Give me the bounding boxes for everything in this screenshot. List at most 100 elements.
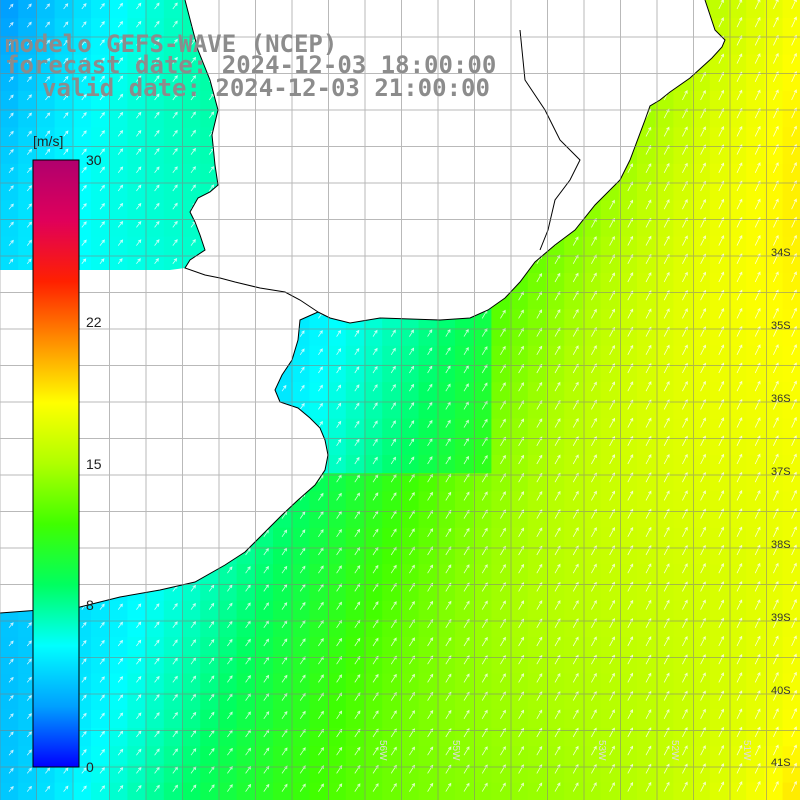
wind-arrow bbox=[682, 308, 688, 319]
wind-speed-cell bbox=[709, 364, 729, 383]
wind-speed-cell bbox=[637, 509, 656, 529]
wind-speed-cell bbox=[691, 109, 711, 128]
wind-speed-cell bbox=[218, 637, 238, 656]
wind-arrow bbox=[227, 584, 233, 592]
wind-speed-cell bbox=[364, 655, 383, 674]
wind-speed-cell bbox=[691, 764, 711, 784]
wind-arrow bbox=[190, 184, 196, 192]
wind-arrow bbox=[26, 658, 32, 665]
wind-speed-cell bbox=[618, 527, 638, 547]
wind-speed-cell bbox=[436, 382, 456, 401]
wind-speed-cell bbox=[18, 637, 37, 656]
wind-arrow bbox=[791, 471, 797, 483]
wind-speed-cell bbox=[618, 546, 638, 565]
wind-speed-cell bbox=[473, 382, 492, 401]
wind-speed-cell bbox=[327, 618, 347, 638]
wind-arrow bbox=[572, 745, 579, 756]
wind-arrow bbox=[45, 767, 51, 774]
wind-arrow bbox=[208, 784, 215, 792]
wind-arrow bbox=[645, 308, 652, 319]
wind-arrow bbox=[791, 198, 797, 210]
wind-arrow bbox=[26, 94, 32, 101]
wind-arrow bbox=[773, 544, 779, 556]
wind-speed-cell bbox=[564, 673, 583, 693]
wind-arrow bbox=[591, 672, 597, 683]
wind-speed-cell bbox=[327, 600, 347, 620]
wind-speed-cell bbox=[764, 109, 784, 128]
wind-arrow bbox=[263, 602, 269, 610]
wind-speed-cell bbox=[618, 364, 638, 383]
wind-speed-cell bbox=[582, 527, 602, 547]
wind-speed-cell bbox=[109, 691, 128, 711]
wind-arrow bbox=[117, 166, 124, 174]
wind-speed-cell bbox=[127, 637, 147, 656]
wind-arrow bbox=[791, 125, 797, 137]
wind-speed-cell bbox=[546, 764, 565, 784]
wind-speed-cell bbox=[491, 455, 511, 474]
wind-speed-cell bbox=[127, 655, 147, 674]
wind-speed-cell bbox=[455, 655, 474, 674]
wind-arrow bbox=[700, 708, 706, 719]
wind-speed-cell bbox=[455, 691, 474, 711]
wind-arrow bbox=[409, 746, 415, 756]
wind-speed-cell bbox=[127, 0, 147, 19]
wind-arrow bbox=[172, 75, 178, 83]
wind-speed-cell bbox=[691, 145, 711, 165]
wind-speed-cell bbox=[327, 764, 347, 784]
wind-arrow bbox=[190, 784, 197, 792]
wind-speed-cell bbox=[327, 327, 347, 347]
wind-speed-cell bbox=[309, 746, 329, 765]
wind-speed-cell bbox=[72, 18, 92, 37]
wind-speed-cell bbox=[273, 709, 292, 729]
wind-speed-cell bbox=[127, 218, 147, 238]
wind-speed-cell bbox=[728, 709, 747, 729]
wind-arrow bbox=[609, 490, 615, 501]
wind-arrow bbox=[26, 785, 32, 792]
wind-arrow bbox=[663, 708, 670, 719]
wind-speed-cell bbox=[145, 709, 165, 729]
wind-arrow bbox=[427, 782, 434, 792]
wind-arrow bbox=[372, 492, 379, 501]
wind-arrow bbox=[172, 220, 178, 228]
wind-speed-cell bbox=[600, 637, 620, 656]
wind-arrow bbox=[26, 3, 32, 10]
wind-arrow bbox=[154, 639, 160, 647]
wind-arrow bbox=[136, 20, 142, 28]
wind-arrow bbox=[773, 562, 779, 574]
wind-speed-cell bbox=[600, 728, 620, 747]
wind-arrow bbox=[645, 709, 652, 719]
wind-speed-cell bbox=[691, 455, 711, 474]
wind-arrow bbox=[117, 111, 124, 119]
wind-arrow bbox=[390, 710, 397, 720]
wind-speed-cell bbox=[691, 637, 711, 656]
wind-arrow bbox=[390, 420, 396, 428]
wind-speed-cell bbox=[509, 455, 529, 474]
wind-arrow bbox=[154, 57, 160, 64]
wind-speed-cell bbox=[291, 600, 310, 620]
wind-speed-cell bbox=[418, 345, 438, 365]
wind-speed-cell bbox=[600, 273, 620, 292]
latitude-label: 35S bbox=[771, 320, 791, 332]
wind-speed-cell bbox=[673, 764, 693, 784]
wind-arrow bbox=[736, 380, 743, 392]
wind-arrow bbox=[299, 601, 306, 610]
wind-speed-cell bbox=[746, 546, 765, 565]
wind-speed-cell bbox=[364, 491, 383, 511]
wind-speed-cell bbox=[364, 345, 383, 365]
wind-arrow bbox=[773, 271, 779, 283]
wind-speed-cell bbox=[327, 400, 347, 420]
wind-speed-cell bbox=[309, 655, 329, 674]
wind-arrow bbox=[754, 526, 761, 537]
wind-arrow bbox=[645, 344, 652, 355]
wind-speed-cell bbox=[655, 236, 674, 256]
wind-speed-cell bbox=[491, 582, 511, 602]
wind-speed-cell bbox=[400, 345, 420, 365]
wind-speed-cell bbox=[109, 163, 128, 183]
wind-speed-cell bbox=[145, 0, 165, 19]
wind-arrow bbox=[318, 565, 324, 574]
wind-speed-cell bbox=[746, 564, 765, 583]
wind-arrow bbox=[554, 709, 561, 719]
wind-speed-cell bbox=[782, 418, 800, 438]
wind-arrow bbox=[81, 767, 87, 774]
wind-speed-cell bbox=[618, 182, 638, 201]
